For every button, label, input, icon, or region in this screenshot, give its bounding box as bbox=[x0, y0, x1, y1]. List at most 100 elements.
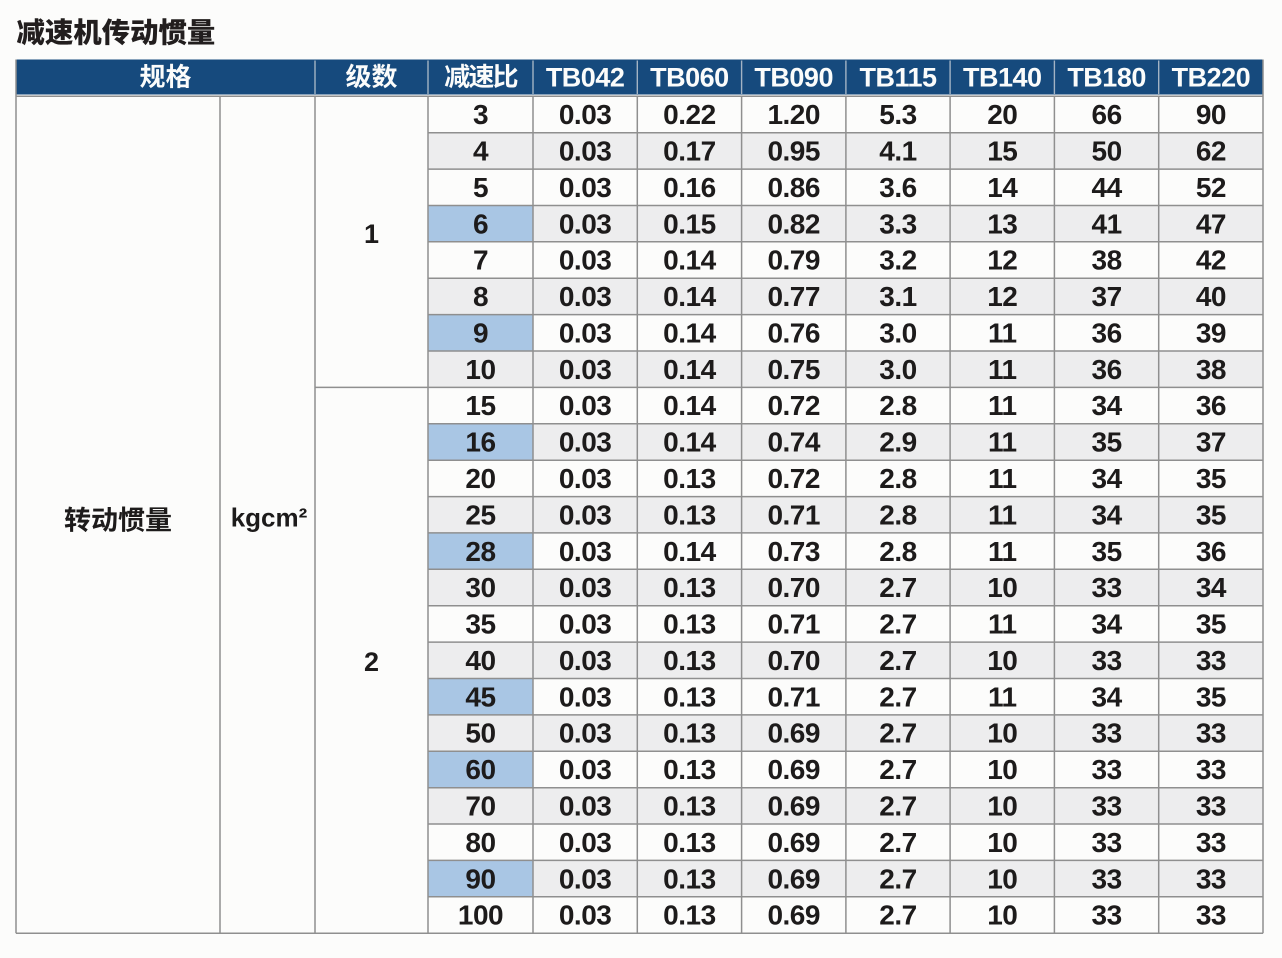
svg-text:0.13: 0.13 bbox=[663, 463, 716, 494]
svg-text:3.3: 3.3 bbox=[879, 208, 916, 239]
svg-text:10: 10 bbox=[987, 900, 1017, 931]
svg-text:42: 42 bbox=[1196, 245, 1226, 276]
svg-text:0.03: 0.03 bbox=[559, 354, 612, 385]
svg-text:5: 5 bbox=[473, 172, 488, 203]
svg-text:2.7: 2.7 bbox=[879, 827, 916, 858]
svg-text:0.03: 0.03 bbox=[559, 463, 612, 494]
svg-text:0.95: 0.95 bbox=[767, 136, 820, 167]
svg-text:44: 44 bbox=[1092, 172, 1123, 203]
svg-text:TB060: TB060 bbox=[650, 62, 729, 92]
svg-text:0.03: 0.03 bbox=[559, 681, 612, 712]
svg-text:TB115: TB115 bbox=[859, 62, 937, 92]
svg-text:12: 12 bbox=[987, 245, 1017, 276]
svg-text:0.16: 0.16 bbox=[663, 172, 716, 203]
svg-text:0.13: 0.13 bbox=[663, 863, 716, 894]
svg-text:13: 13 bbox=[987, 208, 1017, 239]
svg-text:3: 3 bbox=[473, 99, 488, 130]
svg-text:0.03: 0.03 bbox=[559, 718, 612, 749]
svg-text:0.03: 0.03 bbox=[559, 208, 612, 239]
svg-text:34: 34 bbox=[1092, 499, 1123, 530]
svg-text:47: 47 bbox=[1196, 208, 1226, 239]
svg-text:70: 70 bbox=[465, 791, 495, 822]
svg-text:34: 34 bbox=[1092, 390, 1123, 421]
svg-text:35: 35 bbox=[1196, 609, 1226, 640]
svg-text:2.8: 2.8 bbox=[879, 390, 916, 421]
svg-text:0.72: 0.72 bbox=[767, 463, 820, 494]
svg-text:0.22: 0.22 bbox=[663, 99, 716, 130]
svg-text:2.7: 2.7 bbox=[879, 718, 916, 749]
svg-text:100: 100 bbox=[458, 900, 503, 931]
svg-text:0.13: 0.13 bbox=[663, 645, 716, 676]
svg-text:0.03: 0.03 bbox=[559, 99, 612, 130]
svg-text:3.0: 3.0 bbox=[879, 354, 916, 385]
svg-text:0.03: 0.03 bbox=[559, 172, 612, 203]
svg-text:0.69: 0.69 bbox=[767, 718, 820, 749]
svg-text:10: 10 bbox=[465, 354, 495, 385]
svg-text:80: 80 bbox=[465, 827, 495, 858]
svg-text:90: 90 bbox=[465, 863, 495, 894]
svg-text:3.6: 3.6 bbox=[879, 172, 916, 203]
svg-text:41: 41 bbox=[1092, 208, 1122, 239]
svg-text:10: 10 bbox=[987, 827, 1017, 858]
svg-text:33: 33 bbox=[1196, 900, 1226, 931]
svg-text:TB042: TB042 bbox=[546, 62, 625, 92]
svg-text:3.1: 3.1 bbox=[879, 281, 916, 312]
svg-text:37: 37 bbox=[1092, 281, 1122, 312]
svg-text:16: 16 bbox=[465, 427, 495, 458]
svg-text:10: 10 bbox=[987, 863, 1017, 894]
svg-text:10: 10 bbox=[987, 572, 1017, 603]
svg-text:0.69: 0.69 bbox=[767, 791, 820, 822]
svg-text:34: 34 bbox=[1092, 681, 1123, 712]
svg-text:30: 30 bbox=[465, 572, 495, 603]
svg-text:9: 9 bbox=[473, 317, 488, 348]
svg-text:2.8: 2.8 bbox=[879, 499, 916, 530]
svg-text:2.9: 2.9 bbox=[879, 427, 916, 458]
svg-text:0.03: 0.03 bbox=[559, 427, 612, 458]
svg-text:0.15: 0.15 bbox=[663, 208, 716, 239]
svg-text:4.1: 4.1 bbox=[879, 136, 916, 167]
svg-text:0.03: 0.03 bbox=[559, 499, 612, 530]
svg-text:36: 36 bbox=[1196, 390, 1226, 421]
svg-text:33: 33 bbox=[1196, 791, 1226, 822]
svg-text:7: 7 bbox=[473, 245, 488, 276]
svg-text:0.13: 0.13 bbox=[663, 609, 716, 640]
svg-text:6: 6 bbox=[473, 208, 488, 239]
svg-text:33: 33 bbox=[1092, 827, 1122, 858]
svg-text:35: 35 bbox=[1092, 536, 1122, 567]
svg-text:38: 38 bbox=[1196, 354, 1226, 385]
svg-text:35: 35 bbox=[1092, 427, 1122, 458]
svg-text:0.03: 0.03 bbox=[559, 245, 612, 276]
svg-text:40: 40 bbox=[465, 645, 495, 676]
svg-text:2: 2 bbox=[364, 647, 379, 677]
svg-text:0.72: 0.72 bbox=[767, 390, 820, 421]
svg-text:34: 34 bbox=[1196, 572, 1227, 603]
svg-text:35: 35 bbox=[1196, 681, 1226, 712]
svg-text:0.13: 0.13 bbox=[663, 754, 716, 785]
svg-text:4: 4 bbox=[473, 136, 489, 167]
svg-text:0.03: 0.03 bbox=[559, 317, 612, 348]
svg-text:0.14: 0.14 bbox=[663, 245, 716, 276]
svg-text:33: 33 bbox=[1092, 718, 1122, 749]
svg-text:0.69: 0.69 bbox=[767, 754, 820, 785]
svg-text:39: 39 bbox=[1196, 317, 1226, 348]
svg-text:0.13: 0.13 bbox=[663, 791, 716, 822]
svg-text:38: 38 bbox=[1092, 245, 1122, 276]
svg-text:34: 34 bbox=[1092, 463, 1123, 494]
svg-text:3.0: 3.0 bbox=[879, 317, 916, 348]
svg-text:20: 20 bbox=[465, 463, 495, 494]
svg-text:0.13: 0.13 bbox=[663, 827, 716, 858]
svg-text:2.7: 2.7 bbox=[879, 681, 916, 712]
svg-text:0.71: 0.71 bbox=[767, 499, 820, 530]
svg-text:50: 50 bbox=[1092, 136, 1122, 167]
svg-text:11: 11 bbox=[988, 681, 1017, 712]
svg-text:10: 10 bbox=[987, 754, 1017, 785]
svg-text:0.03: 0.03 bbox=[559, 136, 612, 167]
svg-text:kgcm²: kgcm² bbox=[231, 503, 308, 533]
svg-text:0.03: 0.03 bbox=[559, 863, 612, 894]
svg-text:11: 11 bbox=[988, 499, 1017, 530]
svg-text:35: 35 bbox=[1196, 463, 1226, 494]
svg-text:10: 10 bbox=[987, 791, 1017, 822]
svg-text:0.03: 0.03 bbox=[559, 900, 612, 931]
svg-text:11: 11 bbox=[988, 354, 1017, 385]
svg-text:15: 15 bbox=[987, 136, 1017, 167]
